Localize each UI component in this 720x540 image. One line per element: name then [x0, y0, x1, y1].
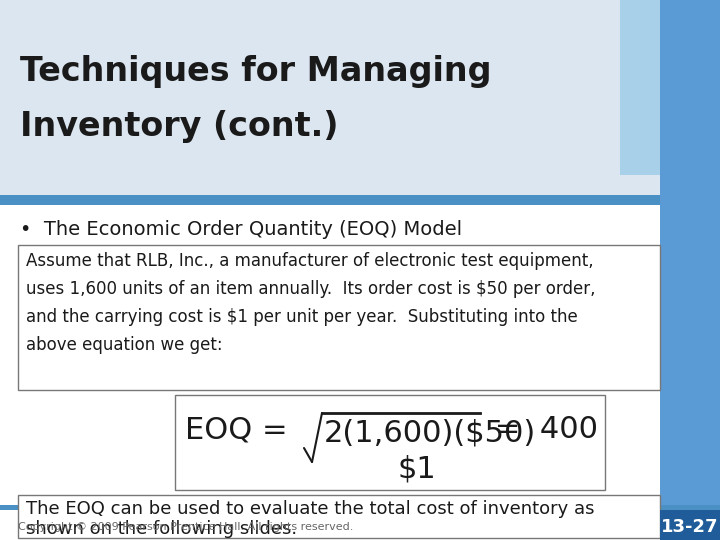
Text: 2(1,600)($50): 2(1,600)($50)	[324, 418, 536, 447]
Bar	[660, 0, 720, 540]
Bar	[660, 510, 720, 540]
Text: 13-27: 13-27	[661, 518, 719, 536]
Bar	[0, 195, 660, 205]
Text: above equation we get:: above equation we get:	[26, 336, 222, 354]
Text: Inventory (cont.): Inventory (cont.)	[20, 110, 338, 143]
Text: Assume that RLB, Inc., a manufacturer of electronic test equipment,: Assume that RLB, Inc., a manufacturer of…	[26, 252, 593, 270]
Text: =  400: = 400	[485, 415, 598, 444]
Text: Copyright © 2009 Pearson Prentice Hall. All rights reserved.: Copyright © 2009 Pearson Prentice Hall. …	[18, 522, 354, 532]
Text: uses 1,600 units of an item annually.  Its order cost is $50 per order,: uses 1,600 units of an item annually. It…	[26, 280, 595, 298]
Text: shown on the following slides.: shown on the following slides.	[26, 520, 297, 538]
Bar	[18, 495, 660, 538]
Text: Techniques for Managing: Techniques for Managing	[20, 55, 492, 88]
Text: $1: $1	[397, 455, 436, 484]
Bar	[175, 395, 605, 490]
Bar	[620, 0, 660, 175]
Text: and the carrying cost is $1 per unit per year.  Substituting into the: and the carrying cost is $1 per unit per…	[26, 308, 577, 326]
Text: •  The Economic Order Quantity (EOQ) Model: • The Economic Order Quantity (EOQ) Mode…	[20, 220, 462, 239]
Bar	[0, 0, 660, 195]
Bar	[0, 505, 720, 510]
Text: EOQ =: EOQ =	[185, 415, 297, 444]
Text: The EOQ can be used to evaluate the total cost of inventory as: The EOQ can be used to evaluate the tota…	[26, 500, 595, 518]
Bar	[18, 245, 660, 390]
